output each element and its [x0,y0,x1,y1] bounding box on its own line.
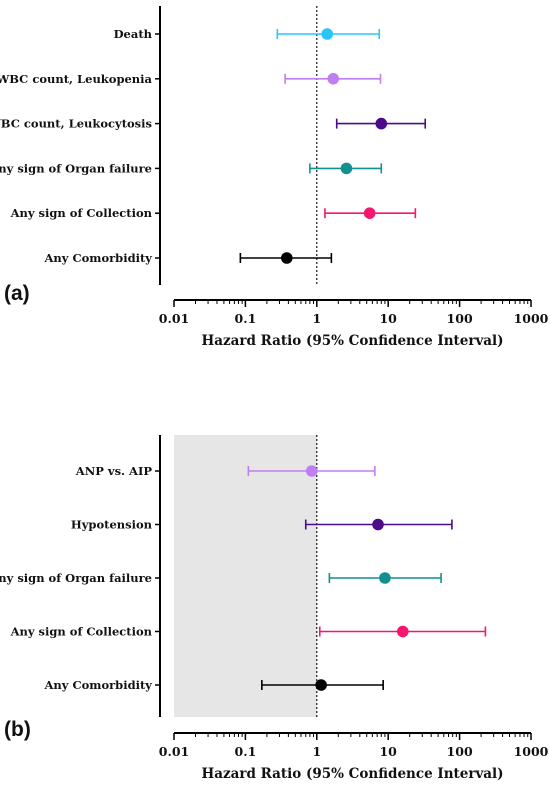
row-label: Hypotension [71,518,153,532]
x-tick-label: 0.01 [159,744,189,759]
shaded-region [174,435,317,717]
hazard-ratio-point [280,252,293,264]
hazard-ratio-point [375,117,388,130]
x-tick-label: 1 [312,744,321,759]
hazard-ratio-point [305,465,318,477]
forest-row: Any sign of Organ failure [0,161,383,175]
forest-row: Any sign of Collection [10,625,487,639]
panel-letter: (b) [4,718,31,741]
forest-panel-b: 0.01 0.1 1 10 100 1000 Hazard Ratio (95% Confi… [0,435,549,782]
hazard-ratio-point [321,28,334,40]
row-label: Death [114,27,153,41]
hazard-ratio-point [363,207,376,219]
hazard-ratio-point [340,162,353,175]
forest-row: Any sign of Collection [10,206,417,220]
x-tick-label: 10 [379,744,397,759]
hazard-ratio-point [379,572,391,584]
row-label: ANP vs. AIP [75,464,153,478]
row-label: Any sign of Organ failure [0,161,152,175]
x-axis-title: Hazard Ratio (95% Confidence Interval) [201,333,503,349]
panel-letter: (a) [4,282,30,305]
x-tick-label: 100 [447,744,473,759]
forest-row: Death [114,27,381,41]
forest-panel-a: 0.01 0.1 1 10 100 1000 Hazard Ratio (95% Confi… [0,6,549,349]
x-tick-label: 1000 [514,744,549,759]
row-label: Any Comorbidity [43,251,152,265]
forest-row: Hypotension [71,518,453,532]
forest-row: Any sign of Organ failure [0,571,442,585]
x-tick-label: 1 [312,311,321,326]
x-tick-label: 0.1 [235,744,257,759]
forest-row: ANP vs. AIP [75,464,376,478]
hazard-ratio-point [396,625,409,638]
row-label: WBC count, Leukocytosis [0,117,152,131]
row-label: Any sign of Organ failure [0,571,152,585]
forest-row: Any Comorbidity [43,251,333,265]
forest-row: WBC count, Leukopenia [0,72,382,86]
row-label: Any Comorbidity [43,678,152,692]
hazard-ratio-point [327,73,340,85]
hazard-ratio-point [372,518,384,531]
forest-row: Any Comorbidity [43,678,384,692]
row-label: WBC count, Leukopenia [0,72,153,86]
row-label: Any sign of Collection [10,206,153,220]
x-tick-label: 0.01 [159,311,189,326]
hazard-ratio-point [315,679,327,691]
x-tick-label: 0.1 [235,311,257,326]
x-axis-title: Hazard Ratio (95% Confidence Interval) [201,766,503,782]
x-tick-label: 10 [379,311,397,326]
row-label: Any sign of Collection [10,625,153,639]
x-tick-label: 1000 [514,311,549,326]
forest-row: WBC count, Leukocytosis [0,117,427,131]
x-tick-label: 100 [447,311,473,326]
